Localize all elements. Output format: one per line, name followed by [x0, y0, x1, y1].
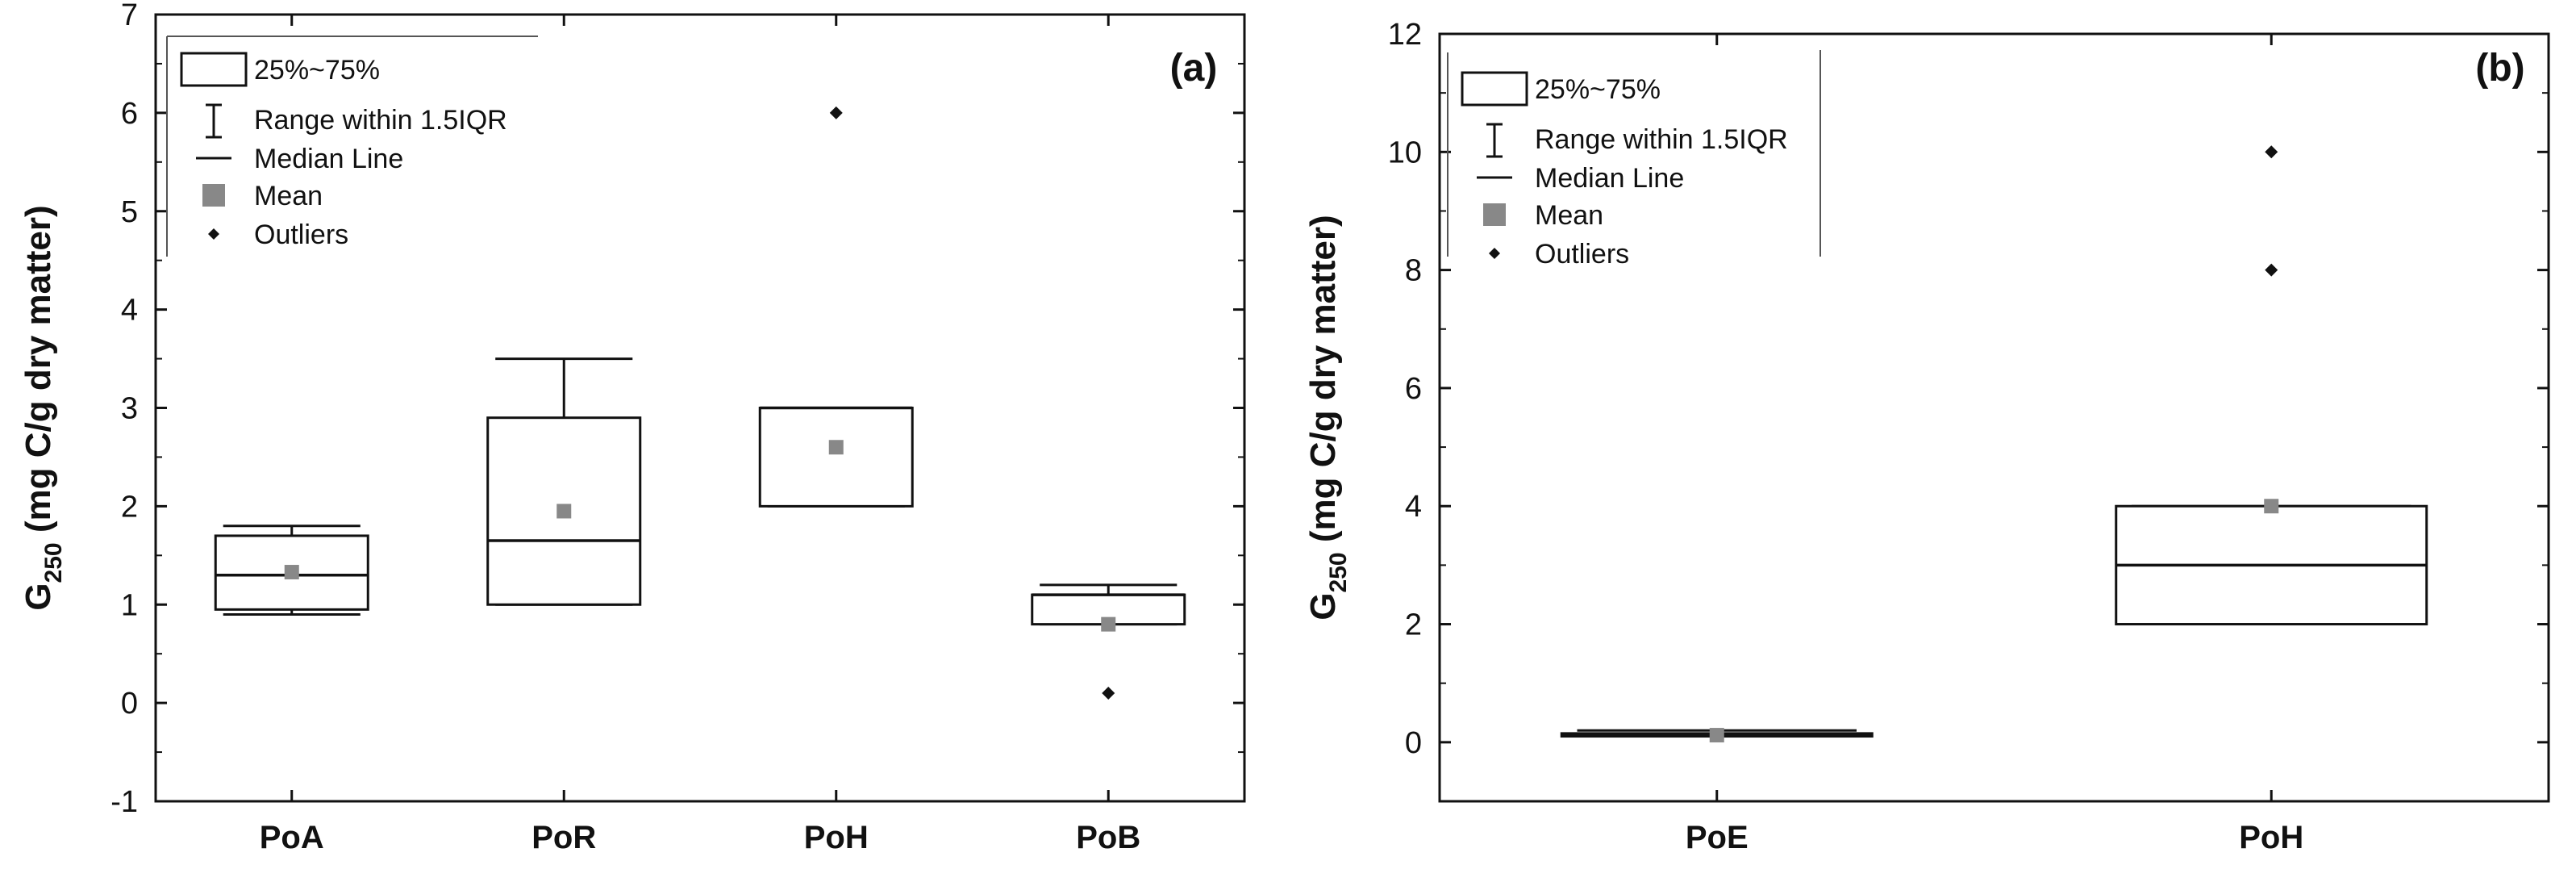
legend-outlier-label: Outliers	[254, 219, 348, 250]
y-tick-label: 6	[121, 97, 138, 131]
mean-marker	[284, 565, 299, 580]
y-tick-label: 4	[121, 294, 138, 328]
y-axis-label: G250 (mg C/g dry matter)	[1303, 215, 1352, 620]
outlier-point	[2265, 263, 2278, 277]
y-axis-label-subscript: 250	[1325, 552, 1352, 592]
y-axis-label-main: G	[1303, 592, 1343, 620]
legend-mean-icon	[1483, 203, 1506, 226]
y-tick-label: 8	[1405, 254, 1422, 288]
panel-label: (b)	[2475, 47, 2524, 90]
legend-box-icon	[1461, 71, 1528, 107]
box-PoB	[1031, 583, 1186, 700]
legend-mean-label: Mean	[254, 181, 323, 211]
plot-frame	[1438, 32, 2550, 803]
mean-marker	[2264, 499, 2279, 514]
chart-panel-b: 0 2 4 6 8 10 12 PoE PoH (b) G250 (mg C/g dry matte…	[1303, 18, 2550, 855]
box-PoR	[486, 357, 642, 606]
outlier-point	[1102, 686, 1115, 700]
outlier-point	[829, 106, 843, 119]
legend-box-icon	[180, 52, 248, 87]
y-tick-label: 12	[1388, 18, 1422, 52]
legend-mean-icon	[202, 184, 225, 207]
y-axis-label: G250 (mg C/g dry matter)	[19, 205, 67, 610]
box-PoH	[2115, 145, 2428, 626]
x-category-label: PoR	[531, 820, 596, 855]
legend-range-label: Range within 1.5IQR	[254, 105, 507, 136]
mean-marker	[1101, 616, 1116, 632]
legend-mean-label: Mean	[1535, 200, 1603, 231]
y-axis-label-main: G	[19, 583, 58, 610]
panel-label: (a)	[1170, 47, 1218, 90]
legend-median-label: Median Line	[1535, 163, 1684, 194]
legend-outlier-label: Outliers	[1535, 239, 1629, 270]
box-PoA	[214, 524, 369, 616]
y-axis-label-unit: (mg C/g dry matter)	[19, 205, 58, 542]
x-category-label: PoH	[804, 820, 869, 855]
legend-median-label: Median Line	[254, 144, 403, 174]
mean-marker	[828, 440, 844, 455]
outlier-point	[2265, 145, 2278, 159]
iqr-box	[214, 534, 369, 611]
x-category-label: PoE	[1686, 820, 1749, 855]
box-PoH	[758, 106, 914, 508]
x-category-label: PoB	[1076, 820, 1140, 855]
legend: 25%~75% Range within 1.5IQR Median Line Mea…	[1447, 50, 1821, 270]
y-tick-label: 1	[121, 588, 138, 622]
y-tick-label: 6	[1405, 372, 1422, 406]
iqr-box	[758, 407, 914, 508]
y-axis-label-unit: (mg C/g dry matter)	[1303, 215, 1343, 552]
mean-marker	[556, 504, 572, 519]
legend-range-label: Range within 1.5IQR	[1535, 124, 1788, 155]
y-tick-label: 4	[1405, 490, 1422, 524]
y-axis-label-subscript: 250	[40, 542, 67, 583]
mean-marker	[1709, 728, 1724, 743]
y-tick-label: 0	[121, 687, 138, 721]
y-tick-label: 2	[1405, 608, 1422, 642]
box-PoE	[1560, 728, 1874, 743]
y-tick-label: 7	[121, 0, 138, 32]
x-category-label: PoA	[260, 820, 324, 855]
legend-outlier-icon	[208, 228, 219, 240]
x-category-label: PoH	[2239, 820, 2303, 855]
legend-box-label: 25%~75%	[1535, 74, 1661, 105]
legend-box-label: 25%~75%	[254, 55, 380, 86]
legend-outlier-icon	[1489, 248, 1500, 259]
y-tick-label: 10	[1388, 136, 1422, 169]
y-tick-label: 0	[1405, 726, 1422, 760]
legend: 25%~75% Range within 1.5IQR Median Line Mea…	[166, 36, 538, 257]
chart-panel-a: -1 0 1 2 3 4 5 6 7 PoA PoR PoH PoB (a) G250 (mg C/g dr…	[19, 0, 1246, 855]
y-tick-label: 5	[121, 195, 138, 229]
y-tick-label: 2	[121, 490, 138, 524]
y-tick-label: 3	[121, 392, 138, 426]
y-tick-label: -1	[110, 785, 138, 819]
